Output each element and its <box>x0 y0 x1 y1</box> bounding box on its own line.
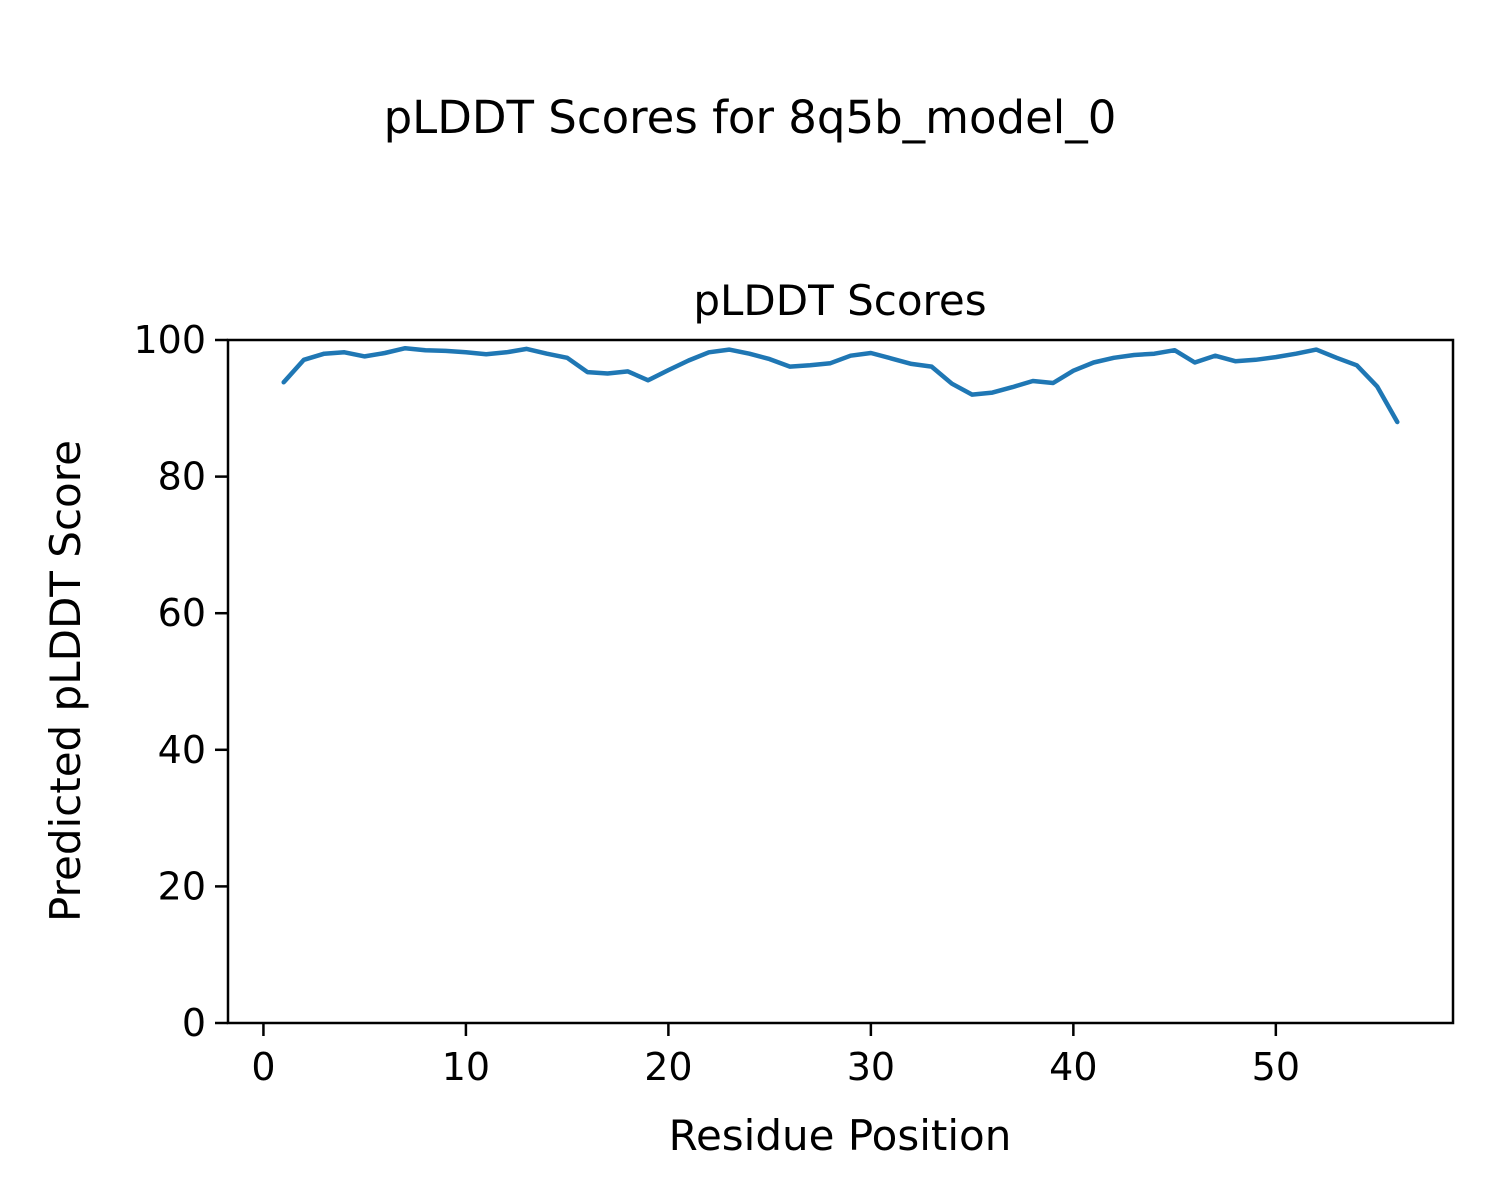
x-tick-label: 40 <box>1049 1045 1097 1089</box>
axes-title: pLDDT Scores <box>693 276 986 325</box>
y-tick-label: 20 <box>158 864 206 908</box>
y-tick-label: 60 <box>158 591 206 635</box>
x-tick-label: 50 <box>1252 1045 1300 1089</box>
x-axis-label: Residue Position <box>669 1111 1012 1160</box>
x-tick-label: 0 <box>251 1045 275 1089</box>
y-tick-label: 100 <box>133 318 206 362</box>
x-tick-label: 20 <box>644 1045 692 1089</box>
x-tick-label: 30 <box>847 1045 895 1089</box>
y-tick-label: 0 <box>182 1001 206 1045</box>
y-tick-label: 80 <box>158 455 206 499</box>
figure-suptitle: pLDDT Scores for 8q5b_model_0 <box>384 91 1117 144</box>
y-axis-ticks: 0 20 40 60 80 100 <box>133 318 228 1045</box>
y-tick-label: 40 <box>158 728 206 772</box>
plddt-series <box>281 345 1400 425</box>
x-tick-label: 10 <box>442 1045 490 1089</box>
plot-area-spines <box>226 338 1455 1025</box>
y-axis-label: Predicted pLDDT Score <box>41 440 90 922</box>
x-axis-ticks: 0 10 20 30 40 50 <box>251 1023 1300 1089</box>
plddt-score-line <box>281 345 1400 425</box>
